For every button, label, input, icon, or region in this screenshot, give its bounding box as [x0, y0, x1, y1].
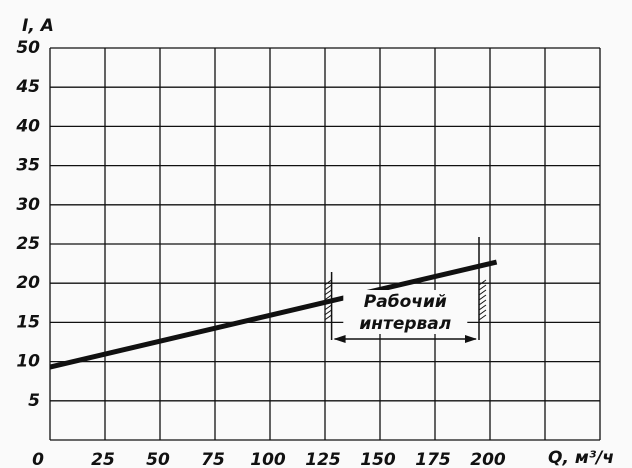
interval-label: Рабочий: [364, 292, 447, 312]
y-tick-label: 20: [16, 273, 40, 293]
y-tick-label: 10: [16, 352, 40, 372]
y-tick-label: 45: [15, 77, 40, 97]
y-tick-label: 25: [16, 234, 40, 254]
x-tick-label: 100: [250, 450, 286, 468]
y-tick-label: 5: [28, 391, 40, 411]
x-tick-label: 25: [91, 450, 115, 468]
interval-label: интервал: [359, 314, 451, 334]
y-tick-label: 40: [15, 116, 40, 136]
y-tick-label: 15: [16, 312, 40, 332]
x-tick-label: 200: [470, 450, 506, 468]
y-axis-title: I, A: [22, 16, 54, 36]
chart: I, A Q, м³/ч 5 10 15 20 25 30 35 40 45 50 0 25 50 75 1…: [0, 0, 632, 468]
y-tick-label: 50: [16, 38, 40, 58]
x-tick-label: 175: [415, 450, 451, 468]
background: [0, 0, 632, 468]
x-tick-label: 0: [32, 450, 44, 468]
x-tick-label: 125: [305, 450, 341, 468]
x-axis-title: Q, м³/ч: [548, 448, 614, 468]
x-tick-label: 50: [146, 450, 170, 468]
y-tick-label: 30: [16, 195, 40, 215]
x-tick-label: 75: [201, 450, 225, 468]
x-tick-label: 150: [360, 450, 396, 468]
y-tick-label: 35: [16, 156, 40, 176]
